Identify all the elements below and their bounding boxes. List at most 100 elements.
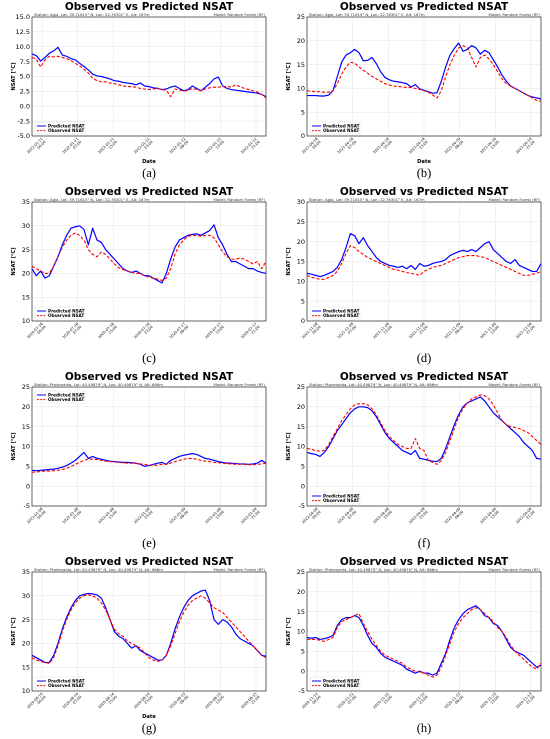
x-tick-time: 23:00 <box>144 694 155 705</box>
y-tick-label: 15 <box>297 61 305 69</box>
y-tick-label: 25 <box>297 383 305 391</box>
station-info: Station: Agia, Lat: 39.71615° N, Lon: 22… <box>34 197 150 202</box>
legend-entry: Observed NSAT <box>48 128 84 133</box>
y-tick-label: 15 <box>297 258 305 266</box>
model-info: Model: Random Forest (RF) <box>214 12 266 17</box>
y-tick-label: 20 <box>297 403 305 411</box>
y-tick-label: 15 <box>22 663 30 671</box>
series-line-predicted <box>31 224 267 284</box>
axes-frame <box>306 201 542 322</box>
x-tick-time: 13:00 <box>490 324 501 335</box>
y-tick-label: 0 <box>301 132 305 140</box>
x-tick-time: 07:00 <box>72 324 83 335</box>
chart-title: Observed vs Predicted NSAT <box>340 186 509 198</box>
x-tick-time: 07:00 <box>347 509 358 520</box>
y-tick-label: 20 <box>297 588 305 596</box>
y-tick-label: -5.0 <box>17 132 30 140</box>
series-line-predicted <box>31 451 267 472</box>
axes-frame <box>31 386 267 507</box>
y-tick-label: 5.0 <box>20 73 30 81</box>
x-tick-time: 00:00 <box>37 139 48 150</box>
y-tick-label: 25 <box>297 218 305 226</box>
y-tick-label: 35 <box>22 198 30 206</box>
y-tick-label: -5 <box>299 687 305 695</box>
legend-entry: Predicted NSAT <box>48 309 85 314</box>
axes-frame <box>31 571 267 692</box>
x-tick-time: 23:00 <box>144 139 155 150</box>
y-tick-label: 10 <box>297 278 305 286</box>
y-tick-label: 10 <box>297 628 305 636</box>
x-tick-time: 21:00 <box>251 324 262 335</box>
legend-entry: Observed NSAT <box>323 313 359 318</box>
panel-label: (h) <box>417 721 432 735</box>
y-tick-label: 30 <box>297 198 305 206</box>
y-tick-label: 25 <box>297 568 305 576</box>
legend-box <box>309 306 361 320</box>
y-axis-label: NSAT [°C] <box>286 617 292 645</box>
legend-box <box>34 676 86 690</box>
legend-entry: Predicted NSAT <box>323 679 360 684</box>
x-tick-time: 15:00 <box>108 139 119 150</box>
legend-box <box>309 676 361 690</box>
series-line-observed <box>306 245 542 280</box>
series-line-observed <box>31 55 267 99</box>
y-tick-label: 2.5 <box>20 88 30 96</box>
x-tick-time: 00:00 <box>312 324 323 335</box>
x-tick-time: 23:00 <box>419 139 430 150</box>
y-axis-label: NSAT [°C] <box>286 432 292 460</box>
y-tick-label: 20 <box>22 403 30 411</box>
y-tick-label: 15 <box>297 608 305 616</box>
y-tick-label: -5 <box>24 502 30 510</box>
legend-entry: Observed NSAT <box>323 128 359 133</box>
legend-entry: Predicted NSAT <box>323 124 360 129</box>
y-tick-label: 15 <box>22 423 30 431</box>
x-tick-time: 15:00 <box>383 694 394 705</box>
chart-title: Observed vs Predicted NSAT <box>65 186 234 198</box>
y-tick-label: 35 <box>22 568 30 576</box>
x-tick-time: 07:00 <box>347 694 358 705</box>
station-info: Station: Agia, Lat: 39.71615° N, Lon: 22… <box>34 12 150 17</box>
y-tick-label: 0 <box>301 482 305 490</box>
station-info: Station: Agia, Lat: 39.71615° N, Lon: 22… <box>309 197 425 202</box>
axes-frame <box>306 386 542 507</box>
legend-entry: Observed NSAT <box>48 397 84 402</box>
x-tick-time: 13:00 <box>490 509 501 520</box>
station-info: Station: Agia, Lat: 39.71615° N, Lon: 22… <box>309 12 425 17</box>
y-tick-label: 10 <box>22 443 30 451</box>
panel-label: (g) <box>142 721 157 735</box>
legend-entry: Predicted NSAT <box>48 124 85 129</box>
y-axis-label: NSAT [°C] <box>11 617 17 645</box>
model-info: Model: Random Forest (RF) <box>214 197 266 202</box>
x-tick-time: 21:00 <box>251 509 262 520</box>
legend-entry: Observed NSAT <box>48 683 84 688</box>
y-tick-label: 20 <box>297 37 305 45</box>
x-tick-time: 06:00 <box>454 509 465 520</box>
station-info: Station: Ptolemaida, Lat: 40.49879° N, L… <box>309 382 438 387</box>
x-tick-time: 23:00 <box>144 324 155 335</box>
y-tick-label: 15.0 <box>16 13 30 21</box>
legend-entry: Observed NSAT <box>323 498 359 503</box>
